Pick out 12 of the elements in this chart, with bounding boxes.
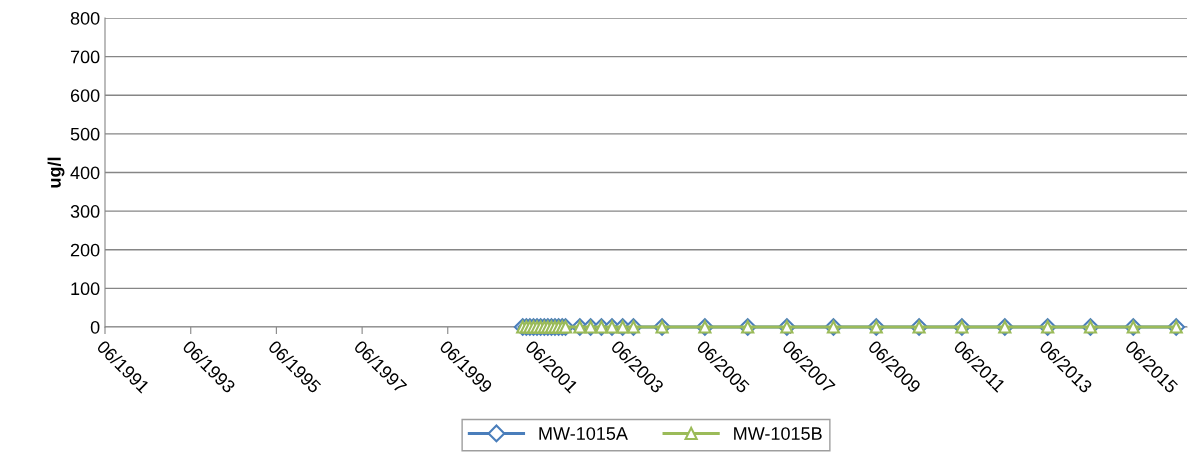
y-tick-label: 500 xyxy=(70,127,100,141)
y-tick-label: 100 xyxy=(71,282,100,296)
y-tick-label: 0 xyxy=(90,320,100,334)
legend-label: MW-1015A xyxy=(539,427,628,440)
y-tick-label: 400 xyxy=(70,166,100,180)
y-tick-label: 700 xyxy=(70,50,100,64)
y-tick-label: 800 xyxy=(70,11,100,25)
legend-label: MW-1015B xyxy=(734,427,822,440)
y-tick-label: 600 xyxy=(70,89,100,102)
y-tick-label: 300 xyxy=(70,205,100,218)
y-tick-label: 200 xyxy=(70,243,100,257)
y-axis-title: ug/l xyxy=(47,157,65,188)
